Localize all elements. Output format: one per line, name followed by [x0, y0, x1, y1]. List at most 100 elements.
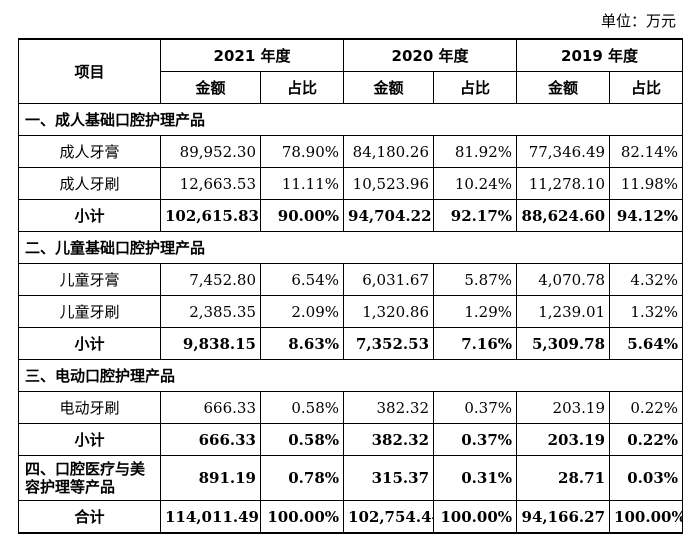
ratio-2021: 2.09%	[259, 295, 345, 328]
ratio-2020: 100.00%	[433, 500, 518, 534]
ratio-2020: 10.24%	[433, 167, 518, 200]
section4-row: 四、口腔医疗与美容护理等产品 891.19 0.78% 315.37 0.31%…	[18, 455, 684, 501]
row-name: 儿童牙刷	[18, 295, 161, 328]
row-name: 儿童牙膏	[18, 263, 161, 296]
table-row: 儿童牙膏 7,452.80 6.54% 6,031.67 5.87% 4,070…	[18, 263, 684, 296]
amount-2019: 5,309.78	[516, 327, 611, 360]
ratio-2021: 90.00%	[259, 199, 345, 232]
header-ratio: 占比	[609, 71, 684, 104]
section-title-row: 二、儿童基础口腔护理产品	[17, 231, 684, 264]
ratio-2019: 5.64%	[609, 327, 684, 360]
table-row: 儿童牙刷 2,385.35 2.09% 1,320.86 1.29% 1,239…	[18, 295, 684, 328]
ratio-2019: 0.22%	[609, 423, 684, 456]
section-title-row: 一、成人基础口腔护理产品	[17, 103, 684, 136]
section-title: 二、儿童基础口腔护理产品	[17, 231, 684, 264]
ratio-2020: 0.37%	[433, 391, 518, 424]
amount-2021: 2,385.35	[160, 295, 261, 328]
section-title: 三、电动口腔护理产品	[17, 359, 684, 392]
section4-label: 四、口腔医疗与美容护理等产品	[18, 455, 161, 501]
header-ratio: 占比	[259, 71, 345, 104]
ratio-2019: 82.14%	[609, 135, 684, 168]
amount-2020: 382.32	[343, 423, 435, 456]
amount-2019: 4,070.78	[516, 263, 611, 296]
row-name: 成人牙刷	[18, 167, 161, 200]
ratio-2021: 8.63%	[259, 327, 345, 360]
ratio-2020: 1.29%	[433, 295, 518, 328]
total-row: 合计 114,011.49 100.00% 102,754.44 100.00%…	[18, 500, 684, 534]
ratio-2019: 0.03%	[609, 455, 684, 501]
amount-2021: 9,838.15	[160, 327, 261, 360]
amount-2020: 6,031.67	[343, 263, 435, 296]
row-name: 成人牙膏	[18, 135, 161, 168]
amount-2021: 891.19	[160, 455, 261, 501]
ratio-2020: 7.16%	[433, 327, 518, 360]
amount-2020: 102,754.44	[343, 500, 435, 534]
header-row-columns: 金额 占比 金额 占比 金额 占比	[19, 71, 684, 104]
table-row: 成人牙刷 12,663.53 11.11% 10,523.96 10.24% 1…	[18, 167, 684, 200]
amount-2020: 315.37	[343, 455, 435, 501]
amount-2019: 94,166.27	[516, 500, 611, 534]
row-name: 电动牙刷	[18, 391, 161, 424]
amount-2019: 28.71	[516, 455, 611, 501]
amount-2021: 114,011.49	[160, 500, 261, 534]
amount-2021: 102,615.83	[160, 199, 261, 232]
header-year-2021: 2021 年度	[159, 38, 345, 72]
subtotal-label: 小计	[18, 199, 161, 232]
amount-2020: 84,180.26	[343, 135, 435, 168]
amount-2020: 94,704.22	[343, 199, 435, 232]
subtotal-label: 小计	[18, 327, 161, 360]
ratio-2020: 5.87%	[433, 263, 518, 296]
ratio-2021: 11.11%	[259, 167, 345, 200]
ratio-2020: 81.92%	[433, 135, 518, 168]
amount-2021: 666.33	[160, 423, 261, 456]
revenue-table: 项目 2021 年度 2020 年度 2019 年度 金额 占比 金额 占比 金…	[17, 38, 684, 534]
subtotal-row: 小计 666.33 0.58% 382.32 0.37% 203.19 0.22…	[18, 423, 684, 456]
ratio-2019: 0.22%	[609, 391, 684, 424]
table-row: 成人牙膏 89,952.30 78.90% 84,180.26 81.92% 7…	[18, 135, 684, 168]
header-ratio: 占比	[433, 71, 518, 104]
amount-2019: 77,346.49	[516, 135, 611, 168]
amount-2019: 88,624.60	[516, 199, 611, 232]
amount-2019: 11,278.10	[516, 167, 611, 200]
header-amount: 金额	[160, 71, 261, 104]
amount-2021: 89,952.30	[160, 135, 261, 168]
ratio-2020: 92.17%	[433, 199, 518, 232]
header-item: 项目	[18, 38, 161, 104]
ratio-2021: 100.00%	[259, 500, 345, 534]
subtotal-row: 小计 9,838.15 8.63% 7,352.53 7.16% 5,309.7…	[18, 327, 684, 360]
ratio-2021: 0.58%	[259, 423, 345, 456]
amount-2020: 382.32	[343, 391, 435, 424]
total-label: 合计	[18, 500, 161, 534]
amount-2021: 12,663.53	[160, 167, 261, 200]
header-year-2020: 2020 年度	[343, 38, 518, 72]
ratio-2020: 0.31%	[433, 455, 518, 501]
ratio-2019: 1.32%	[609, 295, 684, 328]
section-title-row: 三、电动口腔护理产品	[17, 359, 684, 392]
header-amount: 金额	[343, 71, 435, 104]
ratio-2021: 0.78%	[259, 455, 345, 501]
header-year-2019: 2019 年度	[516, 38, 684, 72]
subtotal-label: 小计	[18, 423, 161, 456]
amount-2019: 1,239.01	[516, 295, 611, 328]
ratio-2019: 11.98%	[609, 167, 684, 200]
header-amount: 金额	[516, 71, 611, 104]
ratio-2019: 4.32%	[609, 263, 684, 296]
amount-2021: 7,452.80	[160, 263, 261, 296]
amount-2020: 1,320.86	[343, 295, 435, 328]
ratio-2019: 94.12%	[609, 199, 684, 232]
header-row-years: 项目 2021 年度 2020 年度 2019 年度	[18, 38, 684, 104]
subtotal-row: 小计 102,615.83 90.00% 94,704.22 92.17% 88…	[18, 199, 684, 232]
amount-2019: 203.19	[516, 423, 611, 456]
amount-2020: 7,352.53	[343, 327, 435, 360]
section-title: 一、成人基础口腔护理产品	[17, 103, 684, 136]
ratio-2020: 0.37%	[433, 423, 518, 456]
amount-2021: 666.33	[160, 391, 261, 424]
table-row: 电动牙刷 666.33 0.58% 382.32 0.37% 203.19 0.…	[18, 391, 684, 424]
ratio-2019: 100.00%	[609, 500, 684, 534]
amount-2020: 10,523.96	[343, 167, 435, 200]
unit-label: 单位：万元	[600, 12, 676, 30]
ratio-2021: 6.54%	[259, 263, 345, 296]
amount-2019: 203.19	[516, 391, 611, 424]
ratio-2021: 0.58%	[259, 391, 345, 424]
ratio-2021: 78.90%	[259, 135, 345, 168]
